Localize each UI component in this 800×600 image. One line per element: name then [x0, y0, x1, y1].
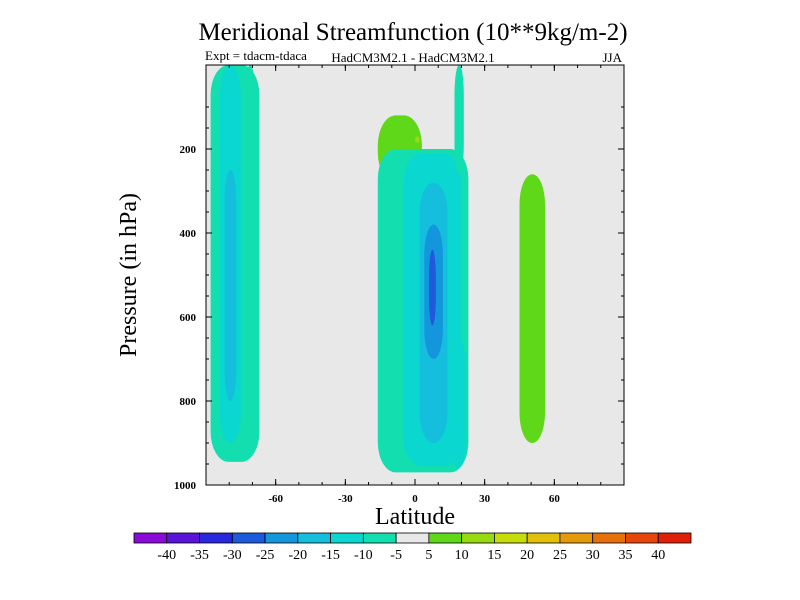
colorbar-swatch	[559, 532, 594, 544]
subtitle-right: JJA	[602, 50, 622, 65]
contour-region	[224, 170, 237, 401]
y-tick-label: 1000	[174, 480, 197, 492]
x-tick-label: 30	[479, 493, 491, 505]
colorbar-label: 15	[487, 548, 501, 563]
colorbar-swatch	[297, 532, 331, 544]
colorbar-swatch	[231, 532, 266, 544]
colorbar-swatch	[330, 532, 364, 544]
colorbar-swatch	[133, 532, 168, 544]
subtitle-center: HadCM3M2.1 - HadCM3M2.1	[331, 50, 494, 65]
colorbar-label: -30	[223, 548, 242, 563]
colorbar-label: 30	[586, 548, 600, 563]
y-tick-label: 400	[180, 228, 197, 240]
x-axis-label: Latitude	[375, 504, 455, 530]
axis-ticks: -60 -30 0 30 60 200 400 600 800 1000	[174, 65, 625, 505]
x-tick-label: -30	[338, 493, 353, 505]
colorbar-label: 25	[553, 548, 567, 563]
colorbar-label: -25	[256, 548, 275, 563]
colorbar-label: -40	[157, 548, 176, 563]
contour-region	[428, 249, 436, 326]
contour-region	[449, 338, 467, 469]
colorbar-label: 35	[618, 548, 632, 563]
colorbar-swatch	[199, 532, 233, 544]
contour-region	[519, 174, 545, 443]
colorbar-label: -5	[390, 548, 402, 563]
colorbar-swatch	[657, 532, 692, 544]
y-tick-label: 600	[180, 312, 197, 324]
colorbar-label: -15	[321, 548, 340, 563]
colorbar: -40 -35 -30 -25 -20 -15 -10 -5 5 10 15 20 25 30 35 40	[133, 532, 692, 563]
colorbar-swatch	[428, 532, 463, 544]
chart-title: Meridional Streamfunction (10**9kg/m-2)	[198, 19, 627, 46]
contour-region	[415, 136, 420, 143]
contour-region	[454, 65, 464, 175]
x-tick-label: 0	[412, 493, 418, 505]
colorbar-label: 10	[455, 548, 469, 563]
subtitle-left: Expt = tdacm-tdaca	[205, 48, 307, 63]
colorbar-swatch	[264, 532, 299, 544]
colorbar-label: -20	[288, 548, 307, 563]
colorbar-label: 40	[651, 548, 665, 563]
y-tick-label: 200	[180, 144, 197, 156]
x-tick-label: 60	[549, 493, 561, 505]
colorbar-swatch	[166, 532, 200, 544]
colorbar-label: 20	[520, 548, 534, 563]
colorbar-label: -35	[190, 548, 209, 563]
contour-region	[245, 65, 255, 422]
colorbar-swatch	[625, 532, 659, 544]
colorbar-swatch	[395, 532, 430, 544]
colorbar-swatch	[494, 532, 528, 544]
plot-area: -60 -30 0 30 60 200 400 600 800 1000	[174, 64, 625, 505]
x-tick-label: -60	[268, 493, 283, 505]
colorbar-swatch	[362, 532, 397, 544]
contour-regions	[210, 65, 545, 473]
colorbar-swatch	[592, 532, 626, 544]
colorbar-swatch	[461, 532, 495, 544]
y-tick-label: 800	[180, 396, 197, 408]
colorbar-label: -10	[354, 548, 373, 563]
colorbar-label: 5	[425, 548, 432, 563]
colorbar-swatch	[526, 532, 561, 544]
y-axis-label: Pressure (in hPa)	[116, 193, 142, 357]
